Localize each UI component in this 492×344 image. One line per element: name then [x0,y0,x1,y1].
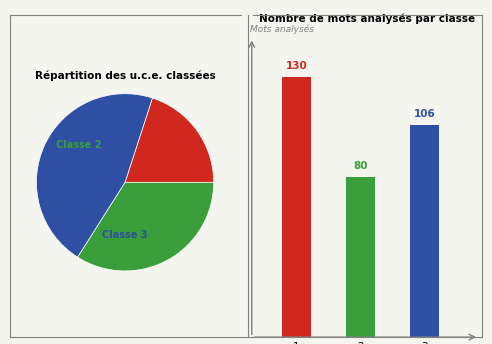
Legend: Classe 1 : 180 u.c.e. soit 20,0%, Classe 2 : 315 u.c.e. soit 34,0%, Classe 3 : 4: Classe 1 : 180 u.c.e. soit 20,0%, Classe… [0,343,119,344]
Title: Répartition des u.c.e. classées: Répartition des u.c.e. classées [34,71,215,81]
Bar [282,77,311,337]
Wedge shape [125,98,214,182]
Text: 80: 80 [353,161,368,171]
Title: Nombre de mots analysés par classe: Nombre de mots analysés par classe [259,13,475,24]
Bar [410,126,439,337]
Text: Classe 2: Classe 2 [56,140,102,150]
Wedge shape [78,182,214,271]
Bar [346,177,375,337]
Text: 106: 106 [414,109,435,119]
Wedge shape [36,94,153,257]
Text: Classe 1: Classe 1 [154,160,199,170]
Text: Mots analysés: Mots analysés [250,24,314,33]
Text: 130: 130 [286,62,308,72]
Text: Classe 3: Classe 3 [102,230,148,240]
